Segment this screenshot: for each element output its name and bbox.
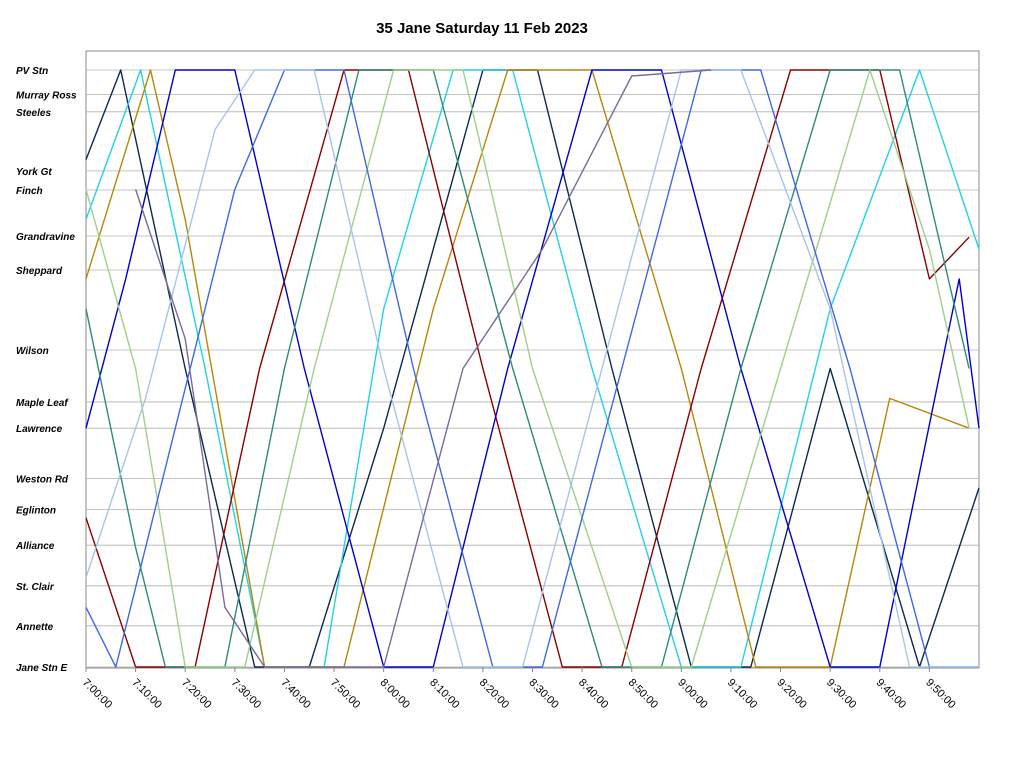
x-tick-label: 8:20:00 (477, 677, 511, 711)
vehicle-trace-1 (85, 69, 980, 668)
stop-label: Grandravine (16, 232, 75, 243)
stop-label: PV Stn (16, 66, 48, 77)
stop-labels: PV Stn Murray Ross Steeles York Gt Finch Gran… (15, 66, 77, 674)
x-tick-label: 8:00:00 (378, 677, 412, 711)
x-tick-label: 7:10:00 (129, 677, 163, 711)
stop-label: York Gt (16, 167, 52, 178)
x-tick-label: 8:40:00 (576, 677, 610, 711)
x-tick-label: 7:00:00 (80, 677, 114, 711)
stop-label: Jane Stn E (16, 663, 67, 674)
x-tick-label: 7:40:00 (278, 677, 312, 711)
x-tick-label: 8:10:00 (427, 677, 461, 711)
vehicle-trace-4 (85, 69, 980, 668)
vehicle-trace-9 (134, 69, 712, 668)
x-tick-label: 9:30:00 (824, 677, 858, 711)
stop-label: Wilson (16, 346, 49, 357)
stop-label: Eglinton (16, 505, 56, 516)
stop-label: St. Clair (16, 582, 55, 593)
vehicle-trace-8 (85, 69, 979, 668)
vehicle-trace-5 (85, 69, 970, 668)
stop-label: Murray Ross (16, 90, 77, 101)
chart-title: 35 Jane Saturday 11 Feb 2023 (376, 20, 588, 37)
stop-label: Sheppard (16, 266, 63, 277)
stop-label: Annette (15, 622, 54, 633)
series-group (85, 69, 980, 668)
stop-label: Steeles (16, 108, 51, 119)
plot-area (85, 50, 980, 669)
x-tick-label: 9:40:00 (874, 677, 908, 711)
x-tick-label: 7:50:00 (328, 677, 362, 711)
vehicle-trace-6 (85, 69, 970, 668)
x-tick-label: 9:10:00 (725, 677, 759, 711)
x-tick-label: 7:20:00 (179, 677, 213, 711)
stop-label: Lawrence (16, 424, 63, 435)
x-tick-label: 8:30:00 (526, 677, 560, 711)
stop-label: Finch (16, 186, 43, 197)
stop-label: Weston Rd (16, 474, 69, 485)
x-tick-label: 9:50:00 (923, 677, 957, 711)
stop-label: Alliance (15, 541, 55, 552)
x-tick-label: 7:30:00 (229, 677, 263, 711)
x-tick-label: 9:20:00 (774, 677, 808, 711)
x-tick-label: 8:50:00 (626, 677, 660, 711)
time-tick-labels: 7:00:00 7:10:00 7:20:00 7:30:00 7:40:00 7:50:… (80, 667, 958, 711)
x-tick-label: 9:00:00 (675, 677, 709, 711)
stop-label: Maple Leaf (16, 398, 69, 409)
